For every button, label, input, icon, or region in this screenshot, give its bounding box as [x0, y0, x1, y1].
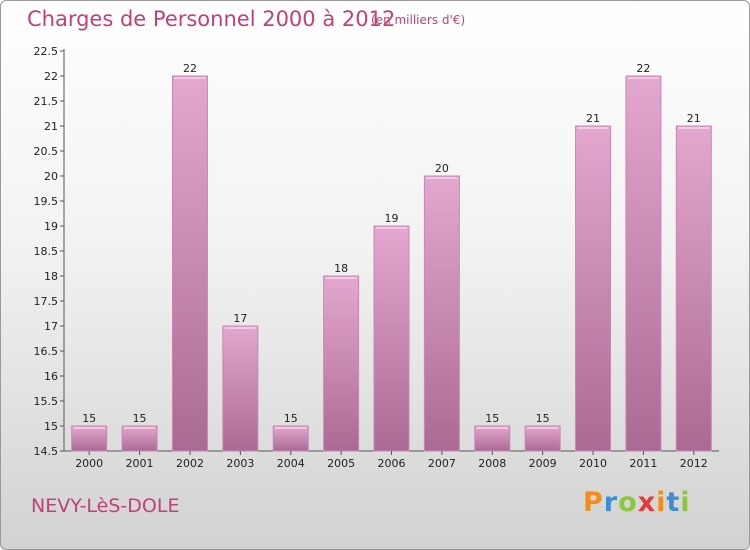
bar	[625, 75, 662, 452]
x-tick-label: 2003	[226, 457, 254, 470]
bar	[474, 425, 511, 452]
chart-title: Charges de Personnel 2000 à 2012	[27, 7, 396, 31]
bar	[121, 425, 158, 452]
logo-letter: o	[618, 487, 638, 518]
y-tick-label: 17.5	[34, 295, 59, 308]
bar-value-label: 15	[284, 412, 298, 425]
bar-highlight	[325, 277, 357, 279]
y-tick-label: 19.5	[34, 195, 59, 208]
x-tick-label: 2007	[428, 457, 456, 470]
bar	[373, 225, 410, 452]
bar	[171, 75, 208, 452]
logo-letter: i	[680, 487, 691, 518]
y-tick-label: 17	[44, 320, 58, 333]
proxiti-logo: Proxiti	[583, 487, 691, 518]
x-tick-label: 2008	[478, 457, 506, 470]
logo-letter: i	[656, 487, 667, 518]
y-tick-label: 18.5	[34, 245, 59, 258]
bar-highlight	[577, 127, 609, 129]
bar-highlight	[476, 427, 508, 429]
y-tick-label: 21.5	[34, 95, 59, 108]
bar	[423, 175, 460, 452]
bar-highlight	[627, 77, 659, 79]
bar	[323, 275, 360, 452]
x-tick-label: 2012	[680, 457, 708, 470]
x-tick-label: 2001	[126, 457, 154, 470]
bar-value-label: 20	[435, 162, 449, 175]
x-tick-label: 2000	[75, 457, 103, 470]
bar	[575, 125, 612, 452]
y-tick-label: 15.5	[34, 395, 59, 408]
x-tick-label: 2005	[327, 457, 355, 470]
x-tick-label: 2009	[529, 457, 557, 470]
y-tick-label: 22	[44, 70, 58, 83]
y-tick-label: 20.5	[34, 145, 59, 158]
y-tick-label: 16.5	[34, 345, 59, 358]
logo-letter: x	[637, 487, 657, 518]
bar-value-label: 15	[485, 412, 499, 425]
y-tick-label: 21	[44, 120, 58, 133]
bar-highlight	[174, 77, 206, 79]
y-tick-label: 22.5	[34, 45, 59, 58]
x-tick-label: 2010	[579, 457, 607, 470]
bar	[675, 125, 712, 452]
x-tick-label: 2011	[629, 457, 657, 470]
bar-highlight	[678, 127, 710, 129]
bar	[272, 425, 309, 452]
x-tick-label: 2006	[378, 457, 406, 470]
bar-highlight	[527, 427, 559, 429]
bar-value-label: 15	[82, 412, 96, 425]
bar-value-label: 18	[334, 262, 348, 275]
bar-highlight	[224, 327, 256, 329]
bar	[71, 425, 108, 452]
bar-value-label: 21	[586, 112, 600, 125]
bar	[524, 425, 561, 452]
y-tick-label: 18	[44, 270, 58, 283]
y-tick-label: 14.5	[34, 445, 59, 458]
bar-highlight	[73, 427, 105, 429]
bar-highlight	[124, 427, 156, 429]
bar	[222, 325, 259, 452]
bar-highlight	[376, 227, 407, 229]
chart-subtitle: (en milliers d'€)	[371, 13, 466, 27]
bar-value-label: 22	[183, 62, 197, 75]
y-tick-label: 15	[44, 420, 58, 433]
x-tick-label: 2002	[176, 457, 204, 470]
y-tick-label: 19	[44, 220, 58, 233]
bar-value-label: 17	[233, 312, 247, 325]
y-tick-label: 16	[44, 370, 58, 383]
logo-letter: t	[666, 487, 681, 518]
x-tick-label: 2004	[277, 457, 305, 470]
bar-highlight	[426, 177, 458, 179]
commune-name: NEVY-LèS-DOLE	[31, 495, 180, 517]
bar-value-label: 15	[133, 412, 147, 425]
logo-letter: P	[583, 487, 604, 518]
bar-value-label: 21	[687, 112, 701, 125]
logo-letter: r	[603, 487, 619, 518]
bar-value-label: 22	[636, 62, 650, 75]
bar-value-label: 15	[536, 412, 550, 425]
bar-value-label: 19	[385, 212, 399, 225]
y-tick-label: 20	[44, 170, 58, 183]
bar-highlight	[275, 427, 307, 429]
